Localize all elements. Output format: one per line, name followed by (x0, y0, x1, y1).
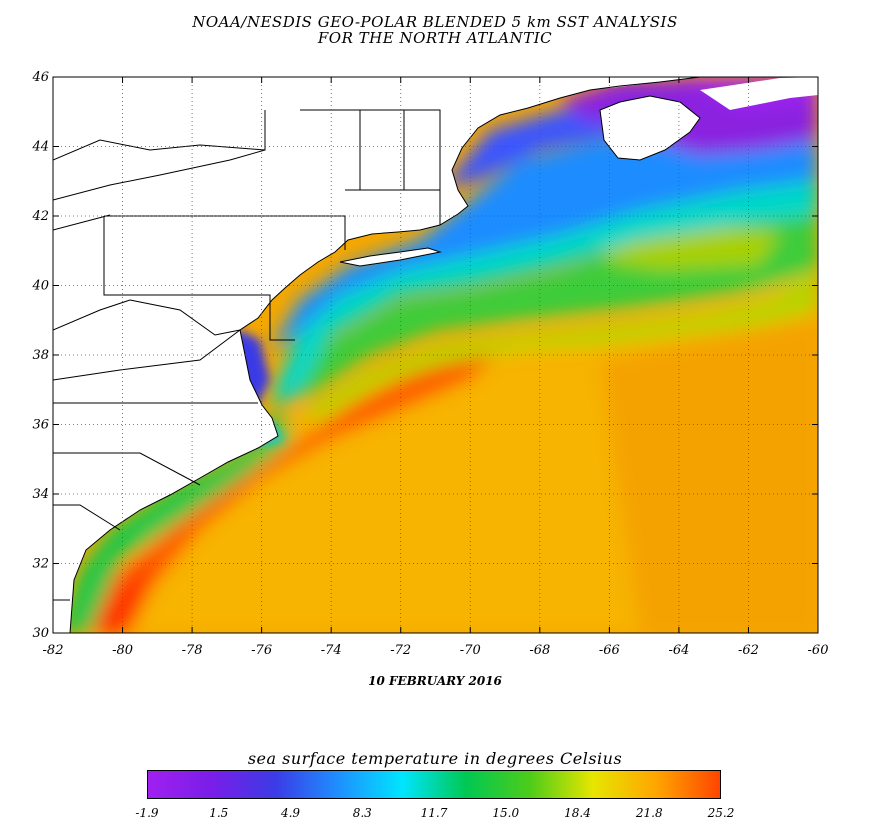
lon-tick-label: -80 (112, 643, 133, 658)
lon-tick-label: -78 (182, 643, 203, 658)
lat-tick-label: 46 (31, 70, 49, 85)
lon-tick-label: -66 (599, 643, 620, 658)
colorbar-title: sea surface temperature in degrees Celsi… (247, 749, 623, 768)
colorbar-tick-label: -1.9 (135, 806, 159, 820)
colorbar-tick-label: 4.9 (280, 806, 301, 820)
lat-tick-label: 42 (31, 209, 49, 224)
lat-tick-label: 44 (31, 140, 49, 155)
lon-tick-label: -82 (43, 643, 64, 658)
colorbar-tick-label: 11.7 (420, 806, 448, 820)
lon-tick-label: -74 (321, 643, 342, 658)
lat-tick-label: 30 (32, 626, 49, 641)
axis-ticks (52, 76, 819, 634)
lon-tick-label: -68 (529, 643, 550, 658)
lon-tick-label: -72 (390, 643, 411, 658)
lon-tick-label: -70 (460, 643, 481, 658)
colorbar-tick-label: 15.0 (492, 806, 520, 820)
colorbar (147, 770, 721, 799)
lon-tick-label: -60 (808, 643, 829, 658)
lat-tick-label: 32 (32, 557, 49, 572)
lon-tick-label: -64 (668, 643, 689, 658)
lat-tick-label: 40 (31, 279, 49, 294)
analysis-date: 10 FEBRUARY 2016 (368, 674, 502, 688)
lon-tick-label: -76 (251, 643, 272, 658)
axis-tick-labels: -82 -80 -78 -76 -74 -72 -70 -68 -66 -64 -62 -60 30 32… (31, 70, 828, 658)
chart-title-line-2: FOR THE NORTH ATLANTIC (317, 29, 553, 47)
lat-tick-label: 34 (32, 487, 49, 502)
colorbar-tick-label: 18.4 (564, 806, 591, 820)
sst-map: -82 -80 -78 -76 -74 -72 -70 -68 -66 -64 -62 -60 30 32… (31, 70, 828, 658)
colorbar-tick-label: 1.5 (209, 806, 229, 820)
colorbar-tick-label: 8.3 (352, 806, 372, 820)
lat-tick-label: 38 (32, 348, 49, 363)
lon-tick-label: -62 (738, 643, 759, 658)
chart-title-line-1: NOAA/NESDIS GEO-POLAR BLENDED 5 km SST A… (192, 13, 678, 31)
colorbar-tick-label: 25.2 (707, 806, 735, 820)
colorbar-tick-label: 21.8 (635, 806, 663, 820)
lat-lon-grid (53, 77, 818, 633)
lat-tick-label: 36 (32, 418, 49, 433)
sst-field (53, 77, 818, 633)
